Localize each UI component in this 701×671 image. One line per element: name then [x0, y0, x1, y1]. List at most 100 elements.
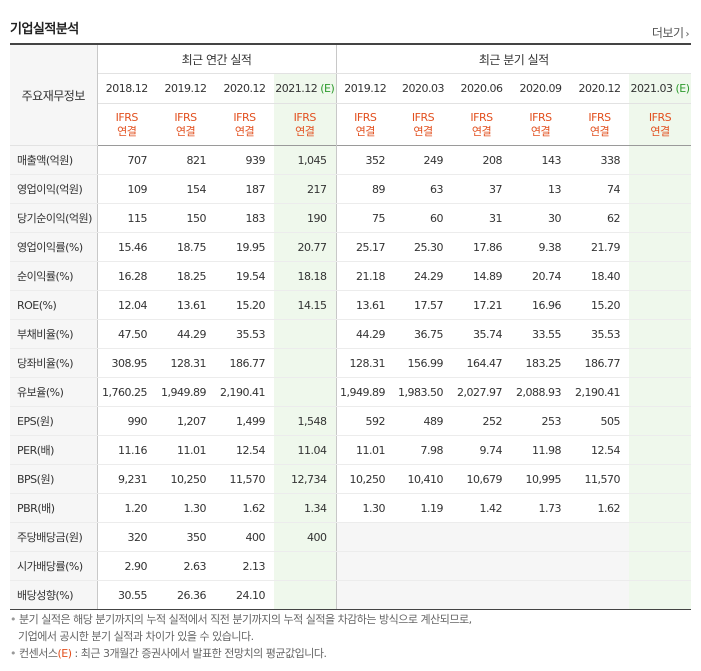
quarter-value: 2,027.97	[452, 377, 511, 407]
table-row: 유보율(%) 1,760.25 1,949.89 2,190.41 1,949.89 1,…	[10, 377, 692, 407]
quarter-value: 12.54	[570, 435, 629, 465]
annual-value: 18.75	[156, 232, 215, 262]
annual-value: 990	[97, 406, 156, 436]
row-label: 매출액(억원)	[10, 145, 98, 175]
quarter-value: 20.74	[511, 261, 570, 291]
quarter-value	[629, 174, 692, 204]
quarter-value: 2,190.41	[570, 377, 629, 407]
annual-value: 2,190.41	[215, 377, 274, 407]
annual-value: 11,570	[215, 464, 274, 494]
annual-value: 1.20	[97, 493, 156, 523]
basis-cell: IFRS 연결	[335, 103, 394, 146]
quarter-value: 1,949.89	[335, 377, 394, 407]
footnotes: • 분기 실적은 해당 분기까지의 누적 실적에서 직전 분기까지의 누적 실적을…	[10, 611, 472, 662]
quarter-value: 10,250	[335, 464, 394, 494]
quarter-value	[511, 522, 570, 552]
quarter-value: 60	[394, 203, 452, 233]
quarter-period-label: 2021.03	[630, 82, 674, 95]
annual-est-mark: (E)	[320, 82, 335, 95]
annual-value: 12.54	[215, 435, 274, 465]
footnote-2-text: : 최근 3개월간 증권사에서 발표한 전망치의 평균값입니다.	[71, 647, 327, 660]
financial-table-body: 매출액(억원) 707 821 939 1,045 352 249 208 143 338 영업이익…	[10, 145, 692, 610]
section-title: 기업실적분석	[10, 22, 79, 37]
annual-value: 16.28	[97, 261, 156, 291]
ifrs-label: IFRS	[529, 110, 552, 124]
quarter-value: 9.74	[452, 435, 511, 465]
quarter-value: 11.01	[335, 435, 394, 465]
table-row: 시가배당률(%) 2.90 2.63 2.13	[10, 551, 692, 581]
annual-value: 19.54	[215, 261, 274, 291]
quarter-value	[629, 580, 692, 610]
quarter-value: 14.89	[452, 261, 511, 291]
quarter-value: 1.19	[394, 493, 452, 523]
annual-value: 350	[156, 522, 215, 552]
quarter-value: 24.29	[394, 261, 452, 291]
annual-value: 109	[97, 174, 156, 204]
quarter-group-header: 최근 분기 실적	[335, 44, 692, 74]
annual-value	[274, 377, 336, 407]
quarter-value	[570, 580, 629, 610]
quarter-value: 183.25	[511, 348, 570, 378]
row-label: EPS(원)	[10, 406, 98, 436]
row-label: 유보율(%)	[10, 377, 98, 407]
annual-value: 35.53	[215, 319, 274, 349]
quarter-value: 35.74	[452, 319, 511, 349]
table-row: 배당성향(%) 30.55 26.36 24.10	[10, 580, 692, 610]
quarter-value: 75	[335, 203, 394, 233]
quarter-value: 37	[452, 174, 511, 204]
annual-group-header: 최근 연간 실적	[97, 44, 336, 74]
table-row: PER(배) 11.16 11.01 12.54 11.04 11.01 7.98 9.74 1…	[10, 435, 692, 465]
quarter-value: 10,410	[394, 464, 452, 494]
quarter-value: 35.53	[570, 319, 629, 349]
basis-label: 연결	[530, 124, 551, 138]
quarter-value: 89	[335, 174, 394, 204]
quarter-value: 18.40	[570, 261, 629, 291]
table-row: ROE(%) 12.04 13.61 15.20 14.15 13.61 17.57 17.2…	[10, 290, 692, 320]
basis-label: 연결	[234, 124, 255, 138]
footnote-1-text: 분기 실적은 해당 분기까지의 누적 실적에서 직전 분기까지의 누적 실적을 …	[19, 613, 472, 626]
annual-value: 2.63	[156, 551, 215, 581]
annual-value: 217	[274, 174, 336, 204]
annual-value: 308.95	[97, 348, 156, 378]
quarter-value: 10,995	[511, 464, 570, 494]
quarter-value	[629, 406, 692, 436]
quarter-period-5: 2021.03 (E)	[629, 73, 692, 104]
annual-value: 150	[156, 203, 215, 233]
row-label: ROE(%)	[10, 290, 98, 320]
quarter-value: 17.21	[452, 290, 511, 320]
quarter-value	[335, 522, 394, 552]
quarter-value: 208	[452, 145, 511, 175]
table-row: PBR(배) 1.20 1.30 1.62 1.34 1.30 1.19 1.42 1.73 1.…	[10, 493, 692, 523]
quarter-value: 21.79	[570, 232, 629, 262]
annual-value: 1,499	[215, 406, 274, 436]
basis-label: 연결	[471, 124, 492, 138]
quarter-value: 592	[335, 406, 394, 436]
quarter-value: 9.38	[511, 232, 570, 262]
footnote-1: • 분기 실적은 해당 분기까지의 누적 실적에서 직전 분기까지의 누적 실적을…	[10, 613, 472, 626]
annual-value: 19.95	[215, 232, 274, 262]
quarter-value	[335, 580, 394, 610]
basis-label: 연결	[413, 124, 433, 138]
quarter-value: 164.47	[452, 348, 511, 378]
quarter-value: 16.96	[511, 290, 570, 320]
quarter-value	[394, 522, 452, 552]
quarter-value: 17.86	[452, 232, 511, 262]
annual-value: 47.50	[97, 319, 156, 349]
period-row: 2018.12 2019.12 2020.12 2021.12 (E) 2019.12 2…	[10, 73, 692, 104]
basis-cell: IFRS 연결	[394, 104, 452, 146]
annual-value	[274, 551, 336, 581]
quarter-value	[570, 551, 629, 581]
quarter-value	[335, 551, 394, 581]
quarter-value: 25.30	[394, 232, 452, 262]
basis-cell: IFRS 연결	[452, 104, 511, 146]
chevron-right-icon: ›	[685, 29, 690, 40]
quarter-value: 252	[452, 406, 511, 436]
quarter-value: 7.98	[394, 435, 452, 465]
quarter-value	[394, 580, 452, 610]
annual-value: 15.46	[97, 232, 156, 262]
ifrs-label: IFRS	[470, 110, 493, 124]
annual-value: 1,045	[274, 145, 336, 175]
quarter-value: 128.31	[335, 348, 394, 378]
more-link[interactable]: 더보기 ›	[652, 24, 690, 41]
quarter-value: 36.75	[394, 319, 452, 349]
